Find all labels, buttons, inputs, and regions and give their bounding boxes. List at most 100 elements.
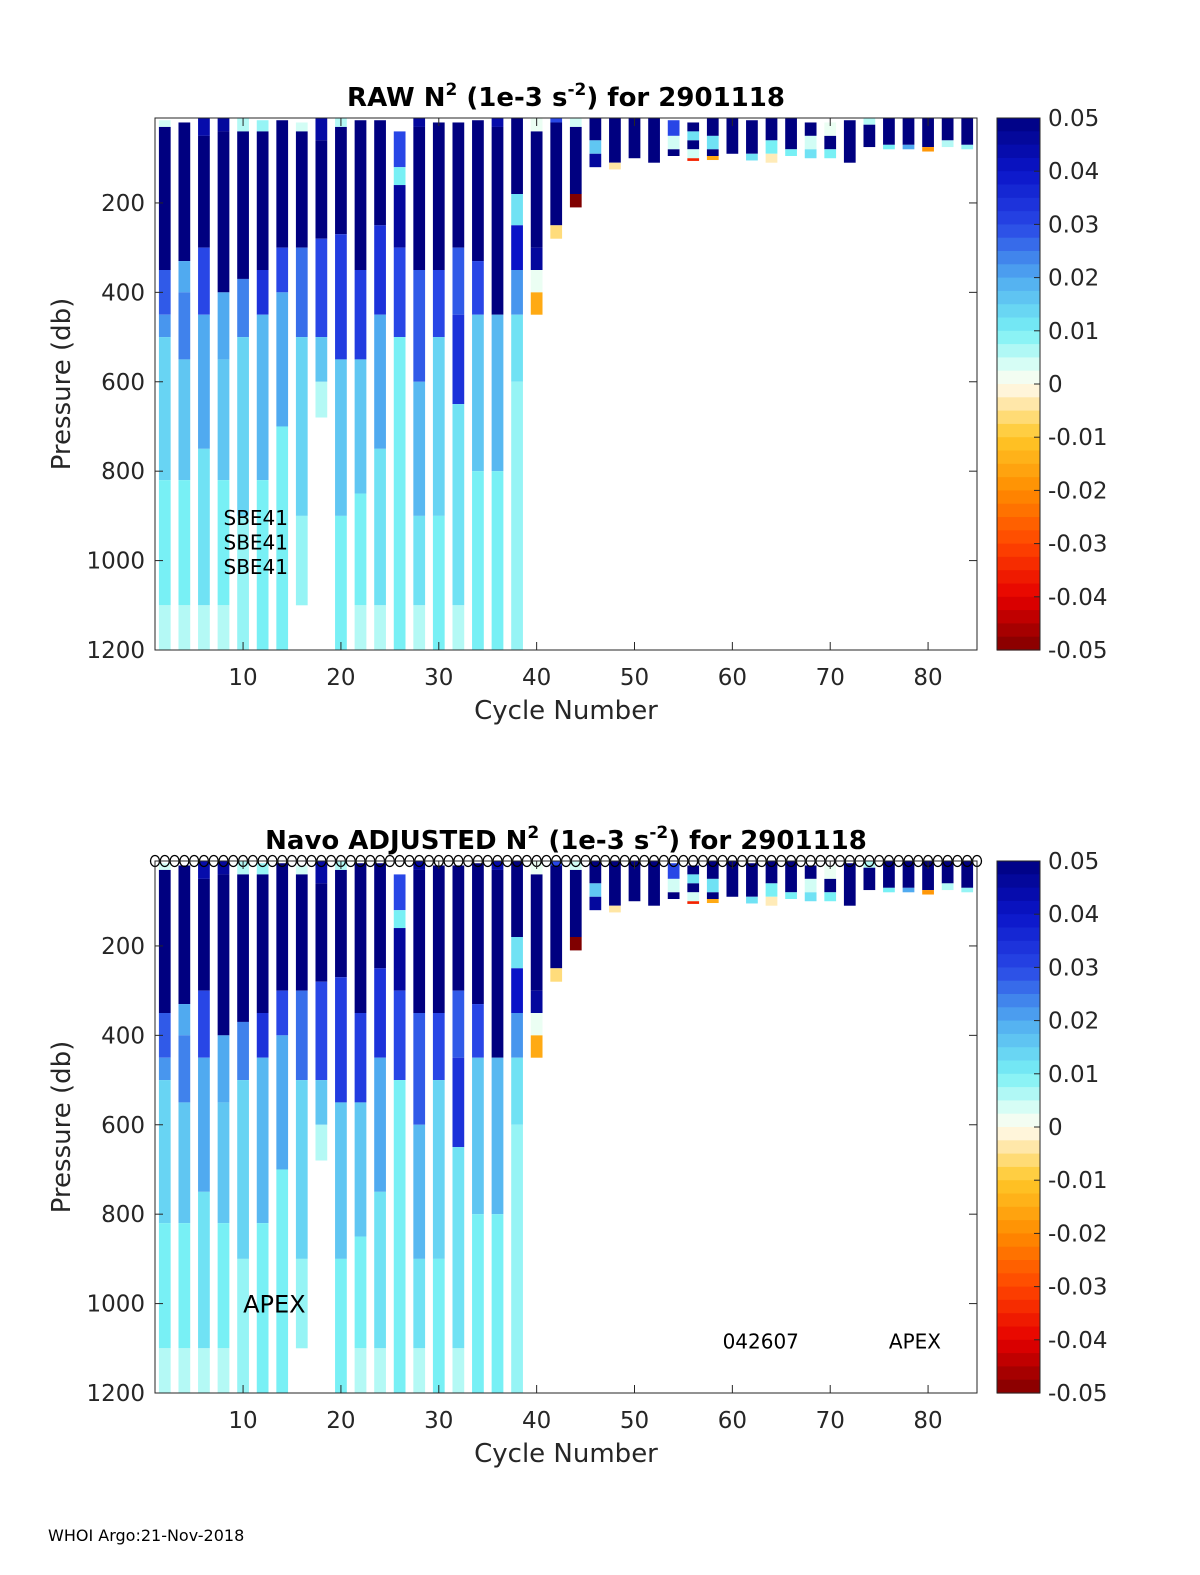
colorbar-bin — [997, 1353, 1040, 1367]
colorbar-tick-label: 0 — [1048, 1115, 1063, 1141]
x-axis-label: Cycle Number — [474, 696, 658, 726]
colorbar-bin — [997, 251, 1040, 265]
colorbar-tick-label: -0.01 — [1048, 425, 1108, 451]
cell-c4-0 — [178, 865, 191, 1005]
profile-column-38 — [511, 118, 523, 650]
colorbar-bin — [997, 623, 1040, 638]
cell-c40-4 — [530, 292, 543, 315]
cell-c26-0 — [393, 131, 406, 168]
cell-c26-1 — [393, 167, 406, 186]
colorbar-bin — [997, 914, 1040, 929]
colorbar-bin — [997, 610, 1040, 624]
cell-c58-0 — [706, 861, 719, 879]
cell-c24-1 — [374, 225, 386, 315]
colorbar-bin — [997, 1087, 1040, 1101]
profile-column-8 — [217, 118, 230, 650]
cell-c16-2 — [295, 990, 308, 1081]
cell-c22-4 — [354, 605, 367, 650]
cell-c10-4 — [237, 515, 249, 650]
cell-c40-4 — [530, 1035, 543, 1058]
cell-c64-0 — [765, 861, 778, 884]
cell-c26-0 — [393, 874, 406, 911]
cell-c44-1 — [569, 869, 582, 937]
colorbar-tick-label: -0.03 — [1048, 1275, 1108, 1301]
cell-c70-2 — [824, 149, 837, 159]
cell-c48-1 — [609, 162, 621, 170]
cell-c62-1 — [746, 896, 758, 904]
cell-c8-5 — [217, 1348, 230, 1393]
cell-c8-4 — [217, 480, 230, 606]
y-tick-label: 800 — [101, 459, 145, 485]
cell-c4-3 — [178, 1102, 191, 1224]
cell-c54-2 — [667, 149, 680, 156]
cell-c36-3 — [491, 1214, 504, 1393]
profile-column-64 — [765, 861, 778, 906]
colorbar-bin — [997, 344, 1040, 358]
cell-c8-2 — [217, 292, 230, 360]
profile-column-36 — [491, 118, 504, 650]
colorbar-bin — [997, 636, 1040, 651]
colorbar-tick-label: 0.02 — [1048, 1009, 1099, 1035]
cell-c68-2 — [804, 149, 817, 159]
cell-c52-0 — [648, 861, 660, 906]
cell-c12-0 — [256, 863, 269, 875]
cell-c6-3 — [198, 1057, 210, 1192]
colorbar-bin — [997, 967, 1040, 982]
profile-column-74 — [863, 118, 876, 148]
cell-c6-4 — [198, 1191, 210, 1349]
cell-c22-2 — [354, 1102, 367, 1237]
cell-c18-1 — [315, 883, 328, 982]
cell-c26-2 — [393, 928, 406, 991]
cell-c74-0 — [863, 118, 876, 125]
cell-c32-3 — [452, 1147, 465, 1349]
y-tick-label: 600 — [101, 1113, 145, 1139]
cell-c28-5 — [413, 605, 426, 650]
cell-c16-0 — [295, 122, 308, 132]
cell-c44-1 — [569, 126, 582, 194]
cell-c72-0 — [843, 863, 856, 906]
y-tick-label: 200 — [101, 191, 145, 217]
profile-column-58 — [706, 861, 719, 904]
cell-c18-3 — [315, 1080, 328, 1125]
profile-column-28 — [413, 861, 426, 1393]
colorbar-bin — [997, 184, 1040, 199]
profile-column-52 — [648, 118, 660, 163]
cell-c68-1 — [804, 878, 817, 893]
axes-box — [154, 117, 978, 651]
cell-c22-1 — [354, 270, 367, 360]
colorbar-tick-label: -0.01 — [1048, 1168, 1108, 1194]
colorbar-bin — [997, 118, 1040, 132]
cell-c12-1 — [256, 131, 269, 270]
colorbar-bin — [997, 1206, 1040, 1221]
profile-column-46 — [589, 118, 602, 168]
profile-column-12 — [256, 120, 269, 650]
cell-c4-1 — [178, 1004, 191, 1036]
cell-c48-1 — [609, 905, 621, 913]
cell-c28-4 — [413, 1258, 426, 1349]
cell-c54-0 — [667, 120, 680, 136]
profile-column-78 — [902, 118, 915, 150]
cell-c8-5 — [217, 605, 230, 650]
cell-c70-1 — [824, 135, 837, 150]
cell-c78-1 — [902, 144, 915, 150]
cell-c42-2 — [550, 968, 563, 982]
cell-c36-2 — [491, 314, 504, 472]
cell-c34-0 — [472, 863, 484, 1005]
colorbar-tick-label: 0.04 — [1048, 902, 1099, 928]
colorbar-bin — [997, 1073, 1040, 1088]
cell-c2-3 — [158, 1057, 171, 1081]
cell-c36-1 — [491, 126, 504, 315]
colorbar-tick-label: 0.04 — [1048, 159, 1099, 185]
cell-c24-2 — [374, 314, 386, 449]
profile-column-54 — [667, 863, 680, 899]
cell-c34-2 — [472, 1057, 484, 1215]
cell-c58-2 — [706, 149, 719, 156]
profile-column-72 — [843, 120, 856, 163]
cell-c82-0 — [941, 861, 954, 884]
cell-c24-1 — [374, 968, 386, 1058]
colorbar-bin — [997, 397, 1040, 412]
cell-c16-3 — [295, 337, 308, 516]
colorbar-bin — [997, 940, 1040, 955]
colorbar-tick-label: 0.01 — [1048, 1062, 1099, 1088]
cell-c22-0 — [354, 863, 367, 1013]
